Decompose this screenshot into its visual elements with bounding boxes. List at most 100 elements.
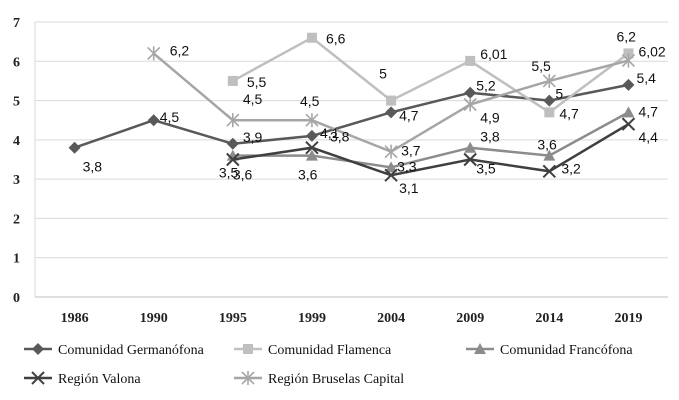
data-label: 5 [379,66,387,82]
data-label: 4,4 [638,129,658,145]
data-point [621,53,636,68]
data-point [542,73,556,88]
y-tick-label: 5 [13,95,20,110]
data-point [305,141,319,155]
y-tick-label: 1 [13,252,20,267]
x-tick-label: 2019 [614,311,642,326]
data-point [622,78,635,91]
data-label: 3,2 [561,160,581,176]
data-label: 4,9 [480,110,500,126]
x-tick-label: 1990 [140,311,168,326]
legend-marker [241,371,255,385]
data-point [384,168,398,182]
data-label: 6,2 [616,28,636,44]
data-label: 4,7 [559,105,579,121]
x-tick-label: 1986 [61,311,89,326]
legend-label: Comunidad Francófona [500,343,633,358]
data-point [543,94,556,107]
data-label: 3,1 [399,180,419,196]
data-point [622,106,635,118]
legend-item: Región Bruselas Capital [234,371,404,387]
data-point [621,117,636,131]
axes: 0 1 2 3 4 5 6 7 1986 1990 1995 1999 2004 2009 2014 2019 [13,16,668,326]
series-comunidad-flamenca [227,32,634,118]
series-line [232,111,630,169]
series-region-bruselas-capital [147,46,636,159]
legend-label: Comunidad Flamenca [268,343,392,358]
legend-label: Región Valona [58,372,141,387]
data-labels: 3,8 4,5 3,9 4,1 4,7 5,2 5 5,4 5,5 6,6 5 6,01 4,7 6,2 3… [83,28,666,196]
legend-item: Región Valona [24,371,141,387]
series-line [232,123,630,177]
y-tick-label: 7 [13,16,20,31]
legend-marker [31,371,45,385]
data-point [68,141,81,154]
series-region-valona [226,117,636,182]
x-tick-label: 1999 [298,311,326,326]
data-label: 3,3 [397,158,417,174]
data-label: 6,2 [170,42,190,58]
data-point [385,161,398,173]
legend-item: Comunidad Flamenca [234,343,392,358]
y-tick-label: 6 [13,55,20,70]
data-point [386,95,397,106]
legend: Comunidad Germanófona Comunidad Flamenca C… [24,343,633,387]
gridlines [35,21,668,298]
data-label: 3,7 [401,143,421,159]
data-label: 3,6 [298,167,318,183]
data-label: 6,02 [638,44,665,60]
data-label: 6,01 [480,46,507,62]
data-label: 3,6 [537,137,557,153]
y-tick-label: 2 [13,212,20,227]
data-point [147,114,160,127]
data-label: 5,4 [636,70,656,86]
data-point [623,48,634,59]
legend-item: Comunidad Francófona [466,343,633,358]
data-point [226,137,239,150]
data-point [464,141,477,153]
legend-item: Comunidad Germanófona [24,343,205,358]
data-point [226,113,240,128]
data-point [464,86,477,99]
data-point [542,164,557,178]
data-point [305,113,319,128]
data-label: 5,5 [247,74,267,90]
legend-marker [32,343,44,355]
data-label: 6,6 [326,31,346,47]
data-label: 4,5 [300,93,320,109]
data-point [543,149,556,161]
series-comunidad-germanofona [68,78,635,154]
data-point [306,32,317,43]
y-tick-label: 0 [13,291,20,306]
data-point [385,106,398,119]
data-label: 4,7 [399,107,419,123]
data-label: 3,8 [83,159,103,175]
x-tick-label: 2014 [535,311,563,326]
data-point [544,107,555,118]
data-label: 3,8 [480,129,500,145]
data-point [226,152,240,167]
legend-marker [474,343,486,354]
x-tick-label: 2009 [456,311,484,326]
data-label: 4,1 [320,125,340,141]
data-label: 4,7 [638,103,658,119]
data-point [305,149,318,161]
data-label: 5,5 [531,58,551,74]
series-lines [68,32,636,182]
data-point [227,75,238,86]
data-label: 4,5 [243,91,263,107]
data-label: 4,5 [160,109,180,125]
data-label: 3,9 [243,129,263,145]
data-label: 3,6 [233,167,253,183]
data-point [465,55,476,66]
y-tick-label: 4 [13,134,20,149]
x-tick-label: 1995 [219,311,247,326]
legend-marker [243,344,253,354]
legend-label: Región Bruselas Capital [268,372,404,387]
data-label: 5,2 [476,78,496,94]
data-point [463,152,477,167]
series-line [232,36,630,114]
data-point [384,144,398,159]
